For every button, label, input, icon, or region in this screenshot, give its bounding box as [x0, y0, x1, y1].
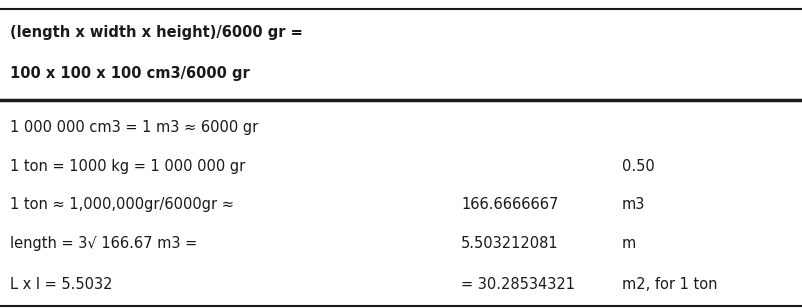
- Text: = 30.28534321: = 30.28534321: [461, 278, 575, 292]
- Text: 100 x 100 x 100 cm3/6000 gr: 100 x 100 x 100 cm3/6000 gr: [10, 67, 250, 81]
- Text: 0.50: 0.50: [622, 159, 654, 174]
- Text: m2, for 1 ton: m2, for 1 ton: [622, 278, 717, 292]
- Text: m3: m3: [622, 197, 645, 212]
- Text: 5.503212081: 5.503212081: [461, 236, 559, 251]
- Text: 1 ton = 1000 kg = 1 000 000 gr: 1 ton = 1000 kg = 1 000 000 gr: [10, 159, 245, 174]
- Text: 1 000 000 cm3 = 1 m3 ≈ 6000 gr: 1 000 000 cm3 = 1 m3 ≈ 6000 gr: [10, 120, 259, 135]
- Text: (length x width x height)/6000 gr =: (length x width x height)/6000 gr =: [10, 25, 303, 40]
- Text: m: m: [622, 236, 636, 251]
- Text: 166.6666667: 166.6666667: [461, 197, 558, 212]
- Text: 1 ton ≈ 1,000,000gr/6000gr ≈: 1 ton ≈ 1,000,000gr/6000gr ≈: [10, 197, 234, 212]
- Text: length = 3√ 166.67 m3 =: length = 3√ 166.67 m3 =: [10, 236, 197, 251]
- Text: L x l = 5.5032: L x l = 5.5032: [10, 278, 113, 292]
